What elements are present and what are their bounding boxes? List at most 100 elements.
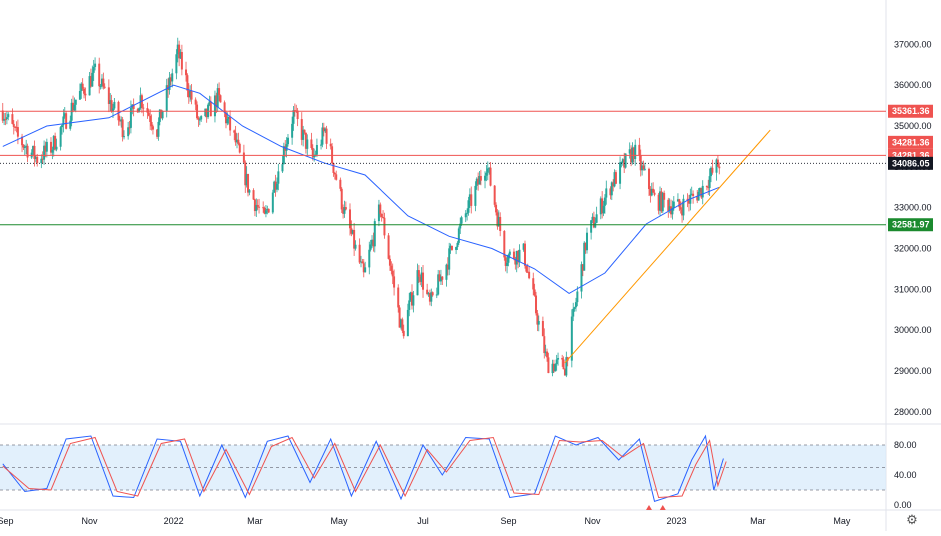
candle-body[interactable] [61, 125, 64, 128]
candle-body[interactable] [25, 145, 28, 148]
candle-body[interactable] [613, 172, 616, 187]
candle-body[interactable] [590, 220, 593, 233]
candle-body[interactable] [486, 168, 489, 173]
candle-body[interactable] [591, 216, 594, 221]
candle-body[interactable] [419, 276, 422, 282]
candle-body[interactable] [267, 208, 270, 213]
candle-body[interactable] [408, 300, 411, 310]
candle-body[interactable] [431, 292, 434, 296]
candle-body[interactable] [478, 176, 481, 185]
candle-body[interactable] [7, 114, 10, 118]
candle-body[interactable] [208, 101, 211, 105]
candle-body[interactable] [601, 198, 604, 214]
candle-body[interactable] [292, 110, 295, 124]
candle-body[interactable] [252, 190, 255, 200]
candle-body[interactable] [659, 191, 662, 211]
candle-body[interactable] [348, 209, 351, 229]
candle-body[interactable] [34, 156, 37, 159]
candle-body[interactable] [639, 155, 642, 171]
candle-body[interactable] [98, 63, 101, 87]
candle-body[interactable] [339, 179, 342, 189]
candle-body[interactable] [708, 176, 711, 189]
candle-body[interactable] [707, 187, 710, 189]
candle-body[interactable] [213, 95, 216, 117]
candle-body[interactable] [641, 165, 644, 171]
candle-body[interactable] [180, 51, 183, 70]
candle-body[interactable] [468, 194, 471, 201]
candle-body[interactable] [609, 188, 612, 196]
candle-body[interactable] [391, 270, 394, 277]
candle-body[interactable] [493, 185, 496, 205]
candle-body[interactable] [100, 78, 103, 86]
candle-body[interactable] [489, 167, 492, 186]
candle-body[interactable] [151, 126, 154, 130]
candle-body[interactable] [242, 152, 245, 163]
candle-body[interactable] [41, 158, 44, 160]
candle-body[interactable] [485, 172, 488, 176]
candle-body[interactable] [157, 121, 160, 137]
candle-body[interactable] [643, 168, 646, 170]
candle-body[interactable] [652, 188, 655, 193]
candle-body[interactable] [470, 194, 473, 206]
candle-body[interactable] [536, 313, 539, 325]
candle-body[interactable] [74, 99, 77, 105]
candle-body[interactable] [497, 216, 500, 227]
candle-body[interactable] [121, 119, 124, 138]
candle-body[interactable] [602, 205, 605, 214]
candle-body[interactable] [161, 111, 164, 119]
candle-body[interactable] [499, 216, 502, 231]
candle-body[interactable] [216, 88, 219, 108]
candle-body[interactable] [291, 123, 294, 138]
candle-body[interactable] [555, 359, 558, 365]
candle-body[interactable] [40, 158, 43, 164]
candle-body[interactable] [681, 209, 684, 216]
candle-body[interactable] [169, 77, 172, 82]
candle-body[interactable] [256, 204, 259, 207]
candle-body[interactable] [426, 289, 429, 295]
candle-body[interactable] [285, 144, 288, 151]
candle-body[interactable] [1, 110, 4, 121]
candle-body[interactable] [528, 271, 531, 279]
candle-body[interactable] [466, 212, 469, 214]
candle-body[interactable] [377, 204, 380, 222]
candle-body[interactable] [331, 146, 334, 164]
gear-icon[interactable]: ⚙ [906, 512, 918, 527]
candle-body[interactable] [255, 204, 258, 212]
candle-body[interactable] [435, 294, 438, 296]
candle-body[interactable] [175, 54, 178, 74]
candle-body[interactable] [168, 77, 171, 90]
candle-body[interactable] [91, 72, 94, 87]
candle-body[interactable] [80, 83, 83, 91]
candle-body[interactable] [686, 198, 689, 201]
candle-body[interactable] [445, 264, 448, 280]
candle-body[interactable] [696, 196, 699, 201]
candle-body[interactable] [14, 126, 17, 128]
candle-body[interactable] [354, 244, 357, 249]
candle-body[interactable] [72, 102, 75, 111]
candle-body[interactable] [350, 228, 353, 234]
candle-body[interactable] [584, 242, 587, 251]
candle-body[interactable] [44, 145, 47, 152]
candle-body[interactable] [449, 245, 452, 249]
candle-body[interactable] [70, 102, 73, 121]
candle-body[interactable] [583, 242, 586, 271]
candle-body[interactable] [711, 167, 714, 173]
candle-body[interactable] [59, 127, 62, 147]
candle-body[interactable] [687, 200, 690, 204]
candle-body[interactable] [271, 192, 274, 213]
candle-body[interactable] [437, 274, 440, 295]
candle-body[interactable] [620, 162, 623, 164]
candle-body[interactable] [371, 239, 374, 245]
candle-body[interactable] [360, 261, 363, 263]
candle-body[interactable] [315, 144, 318, 155]
candle-body[interactable] [506, 262, 509, 266]
candle-body[interactable] [599, 198, 602, 215]
candle-body[interactable] [262, 207, 265, 209]
candle-body[interactable] [362, 263, 365, 273]
candle-body[interactable] [11, 114, 14, 124]
candle-body[interactable] [430, 292, 433, 302]
candle-body[interactable] [522, 243, 525, 250]
candle-body[interactable] [78, 90, 81, 100]
candle-body[interactable] [523, 243, 526, 266]
candle-body[interactable] [605, 188, 608, 198]
